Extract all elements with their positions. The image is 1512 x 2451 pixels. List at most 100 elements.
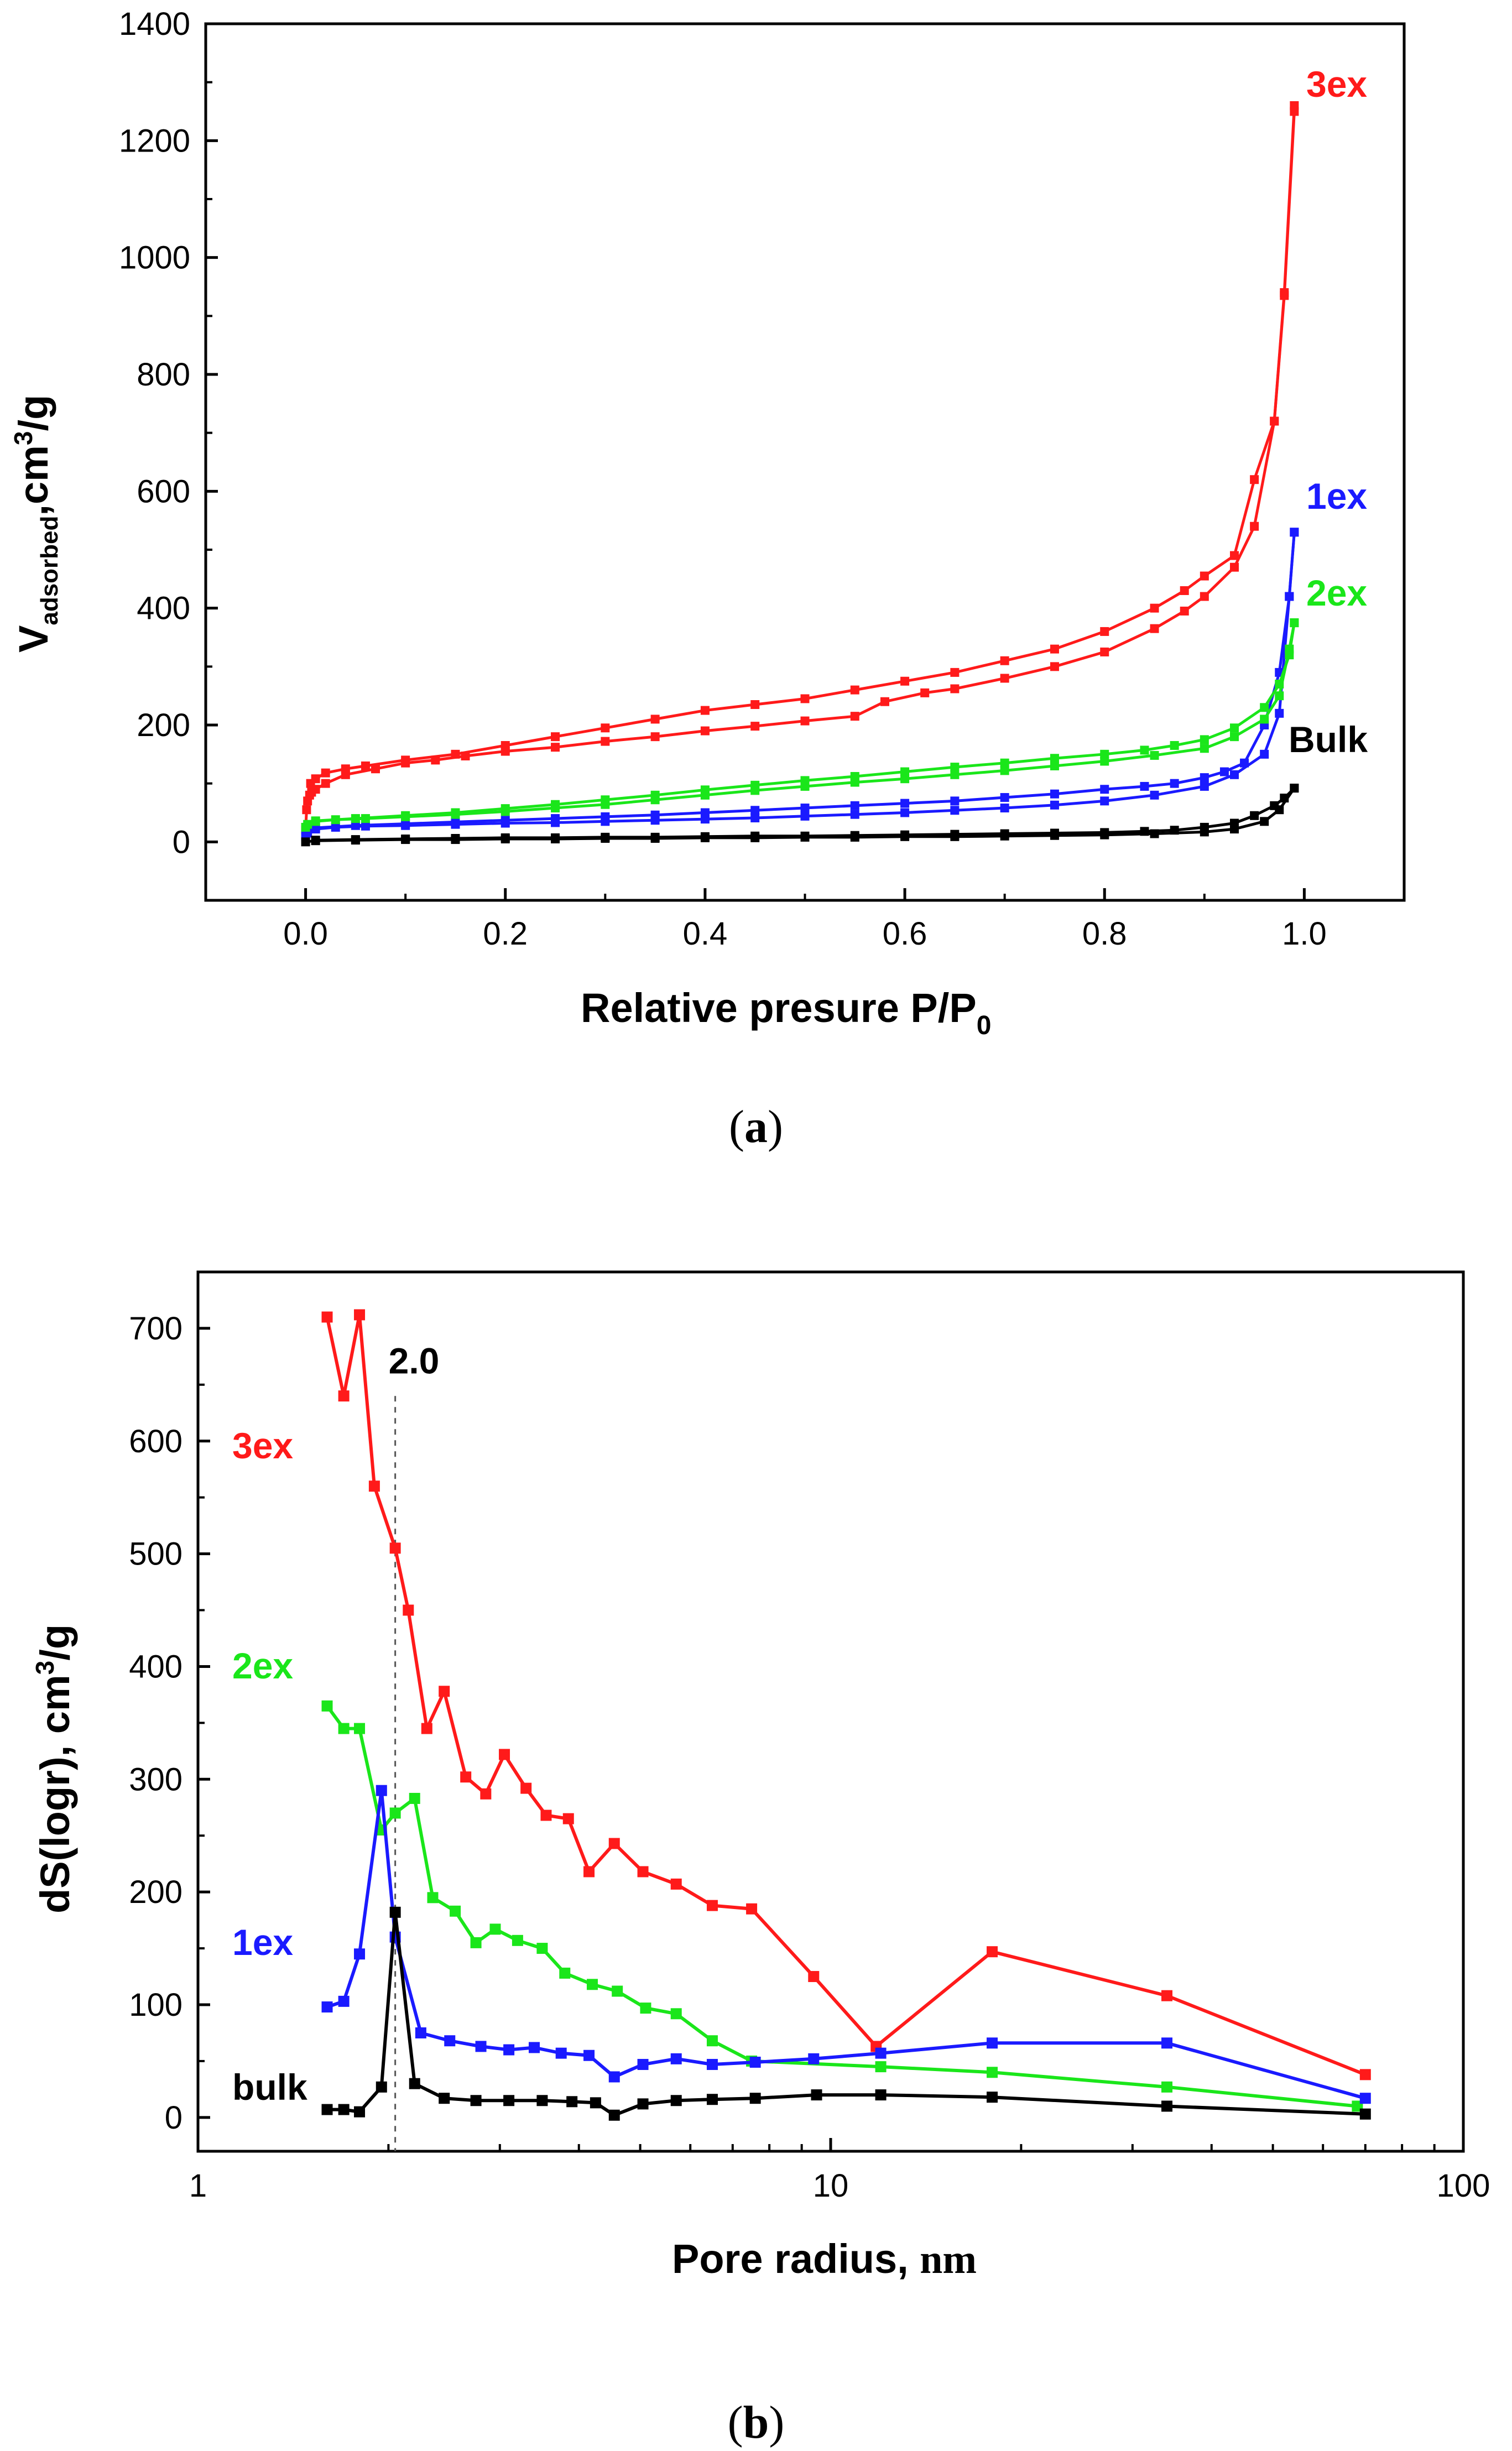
panel-a-point-1ex — [1275, 708, 1284, 718]
panel-b-point-3ex — [583, 1866, 595, 1878]
panel-a-point-1ex — [750, 813, 760, 823]
panel-a-point-3ex — [1250, 475, 1259, 484]
panel-a-point-2ex — [1170, 740, 1179, 750]
panel-a-point-2ex — [351, 814, 360, 823]
panel-a-point-3ex — [451, 749, 460, 759]
panel-a-point-Bulk — [850, 831, 859, 840]
panel-a-point-Bulk — [750, 831, 760, 841]
panel-a-point-3ex — [371, 764, 380, 774]
panel-b-point-3ex — [562, 1813, 574, 1824]
panel-b-line-3ex — [325, 1314, 1366, 2077]
panel-a-point-3ex — [1100, 627, 1109, 636]
panel-b-point-bulk — [706, 2094, 718, 2105]
panel-a-point-Bulk — [1170, 826, 1179, 835]
panel-b-point-2ex — [536, 1943, 548, 1954]
panel-b-2nm-marker-label: 2.0 — [389, 1340, 440, 1381]
panel-b-label-2ex: 2ex — [232, 1645, 293, 1686]
panel-a-point-1ex — [1140, 781, 1149, 791]
panel-a-point-2ex — [950, 770, 960, 779]
panel-a-point-2ex — [900, 774, 910, 784]
panel-b-point-3ex — [439, 1686, 450, 1697]
panel-b-point-2ex — [354, 1723, 366, 1734]
panel-a-point-1ex — [1170, 779, 1179, 788]
panel-a-point-2ex — [1260, 703, 1269, 712]
panel-a-y-tick-label: 800 — [137, 357, 190, 393]
panel-b-point-2ex — [470, 1937, 482, 1948]
panel-a-point-1ex — [750, 806, 760, 815]
panel-a-x-tick-label: 0.4 — [683, 916, 728, 952]
panel-a-point-Bulk — [1050, 828, 1059, 838]
panel-a-point-Bulk — [950, 830, 960, 839]
panel-a-point-Bulk — [500, 833, 510, 842]
panel-a-x-tick-label: 0.8 — [1082, 916, 1127, 952]
panel-a-point-3ex — [950, 684, 960, 693]
panel-b-y-tick-label: 600 — [129, 1423, 183, 1459]
panel-b-point-bulk — [354, 2106, 366, 2118]
panel-b-point-3ex — [321, 1311, 333, 1323]
panel-a-point-3ex — [1150, 624, 1159, 633]
panel-b-point-2ex — [427, 1892, 439, 1904]
panel-a-point-1ex — [900, 799, 910, 808]
panel-a-point-2ex — [401, 811, 410, 820]
panel-a-line-3ex-desorption — [309, 105, 1296, 785]
panel-a-point-3ex — [800, 694, 810, 703]
panel-a-point-1ex — [551, 814, 560, 823]
panel-b-y-tick-label: 200 — [129, 1874, 183, 1910]
panel-a-point-3ex — [750, 700, 760, 710]
panel-a-point-Bulk — [301, 837, 310, 847]
panel-a-x-tick-label: 0.0 — [283, 916, 328, 952]
panel-b-x-tick-label: 100 — [1437, 2168, 1490, 2204]
panel-b-y-tick-label: 700 — [129, 1311, 183, 1347]
panel-b-point-2ex — [586, 1979, 598, 1990]
panel-a-point-2ex — [800, 776, 810, 785]
panel-b-point-1ex — [444, 2035, 456, 2047]
panel-b-point-bulk — [376, 2081, 387, 2093]
panel-b-point-3ex — [706, 1900, 718, 1911]
panel-a-label-3ex: 3ex — [1306, 64, 1367, 105]
panel-a-point-1ex — [1230, 770, 1239, 779]
panel-b-point-3ex — [368, 1480, 380, 1492]
panel-b-point-1ex — [1359, 2093, 1371, 2104]
panel-b-point-1ex — [808, 2053, 820, 2064]
panel-b-point-3ex — [338, 1390, 350, 1402]
panel-b-point-3ex — [354, 1309, 366, 1321]
panel-b-point-1ex — [583, 2050, 595, 2061]
panel-b-point-3ex — [460, 1771, 472, 1783]
panel-a-point-Bulk — [601, 832, 610, 842]
panel-a-y-tick-label: 1400 — [119, 6, 190, 42]
panel-b-point-1ex — [875, 2047, 887, 2059]
panel-a-point-1ex — [650, 810, 660, 820]
panel-a-point-3ex — [880, 697, 889, 706]
panel-b-point-bulk — [749, 2093, 761, 2104]
panel-b-y-tick-label: 0 — [165, 2100, 183, 2136]
panel-a-point-3ex — [601, 737, 610, 746]
panel-b-point-3ex — [421, 1723, 432, 1734]
panel-a-point-2ex — [1275, 680, 1284, 689]
panel-a-point-2ex — [551, 800, 560, 809]
panel-a-point-3ex — [601, 723, 610, 733]
panel-a-point-3ex — [1200, 571, 1209, 581]
panel-a-point-Bulk — [1250, 811, 1259, 820]
panel-b-point-2ex — [706, 2035, 718, 2047]
panel-a-y-tick-label: 200 — [137, 707, 190, 743]
panel-a-point-1ex — [1050, 789, 1059, 799]
panel-b-point-1ex — [321, 2001, 333, 2013]
panel-a-point-3ex — [302, 805, 311, 815]
panel-b-point-bulk — [389, 1906, 401, 1918]
panel-a-point-1ex — [1100, 785, 1109, 794]
panel-b-point-1ex — [503, 2044, 515, 2056]
panel-a-point-3ex — [700, 726, 710, 736]
panel-b-point-bulk — [503, 2095, 515, 2106]
panel-a-label-bulk: Bulk — [1289, 719, 1368, 760]
panel-a-point-3ex — [551, 732, 560, 742]
panel-a-point-3ex — [1270, 416, 1279, 426]
panel-a-point-2ex — [1150, 750, 1159, 760]
panel-b-point-3ex — [608, 1838, 620, 1849]
panel-a-point-1ex — [1290, 528, 1299, 537]
panel-a-point-2ex — [451, 808, 460, 817]
panel-a-point-Bulk — [800, 831, 810, 841]
panel-a-point-1ex — [800, 811, 810, 821]
panel-a-point-3ex — [650, 732, 660, 742]
panel-a-line-3ex-adsorption — [304, 111, 1296, 831]
panel-a-point-3ex — [1180, 606, 1189, 616]
